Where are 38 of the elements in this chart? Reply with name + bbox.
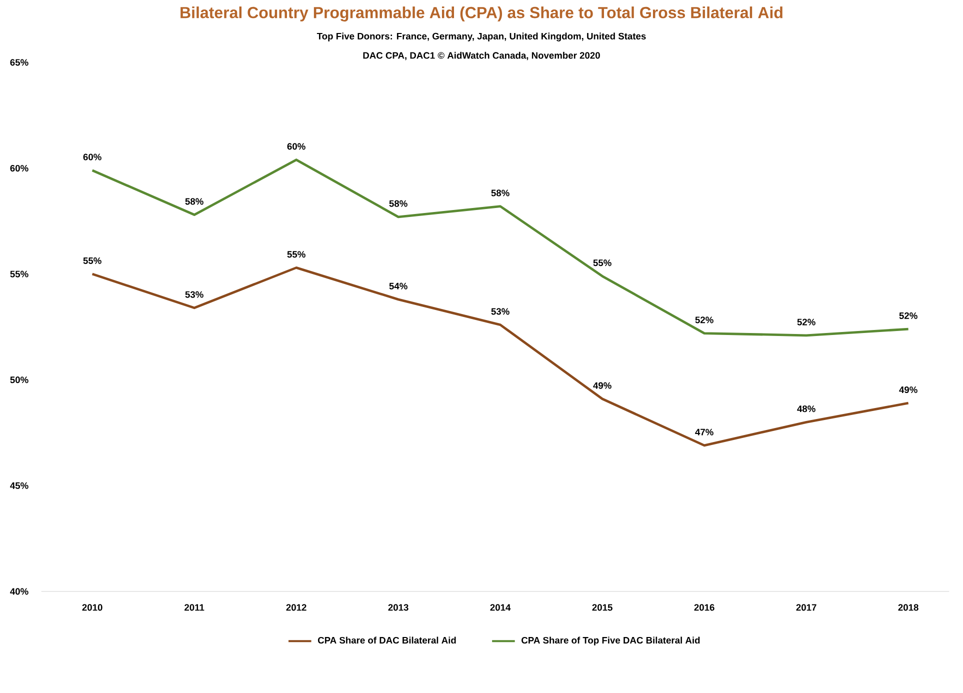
data-label: 60%: [83, 154, 102, 160]
data-label: 49%: [593, 382, 612, 389]
data-label: 52%: [797, 318, 816, 326]
data-label: 60%: [287, 143, 306, 150]
x-tick-label: 2014: [490, 604, 511, 611]
text: DAC CPA, DAC1 © AidWatch Canada, November 2020: [363, 52, 600, 60]
y-tick-label: 45%: [10, 482, 28, 489]
y-tick-label: 55%: [10, 270, 28, 278]
data-label: 52%: [695, 316, 714, 324]
data-label: 55%: [83, 257, 102, 264]
data-label: 49%: [899, 386, 918, 394]
x-tick-label: 2013: [388, 604, 408, 611]
x-tick-label: 2015: [592, 604, 612, 611]
chart-subtitle: Top Five Donors: France, Germany, Japan, United Kingdom, United States: [316, 32, 646, 42]
data-label: 58%: [185, 198, 204, 205]
data-label: 55%: [287, 251, 306, 258]
chart-title: Bilateral Country Programmable Aid (CPA) as Share to Total Gross Bilateral Aid: [180, 6, 782, 22]
data-label: 58%: [491, 190, 510, 196]
x-tick-label: 2010: [82, 604, 102, 611]
x-tick-label: 2016: [694, 604, 714, 611]
data-label: 52%: [899, 312, 918, 319]
data-label: 55%: [593, 260, 612, 266]
data-label: 48%: [797, 406, 816, 412]
x-tick-label: 2012: [286, 604, 306, 611]
data-label: 54%: [389, 282, 408, 290]
x-tick-label: 2011: [184, 604, 204, 611]
data-label: 53%: [491, 308, 510, 315]
data-label: 47%: [695, 428, 714, 436]
y-tick-label: 50%: [10, 376, 28, 384]
y-tick-label: 40%: [10, 588, 28, 595]
x-tick-label: 2018: [898, 604, 918, 611]
data-label: 58%: [389, 200, 408, 207]
legend-label: CPA Share of DAC Bilateral Aid: [318, 636, 456, 644]
y-tick-label: 60%: [10, 164, 28, 172]
legend-label: CPA Share of Top Five DAC Bilateral Aid: [522, 636, 700, 646]
y-tick-label: 65%: [10, 59, 28, 66]
x-tick-label: 2017: [796, 604, 816, 611]
data-label: 53%: [185, 291, 204, 298]
